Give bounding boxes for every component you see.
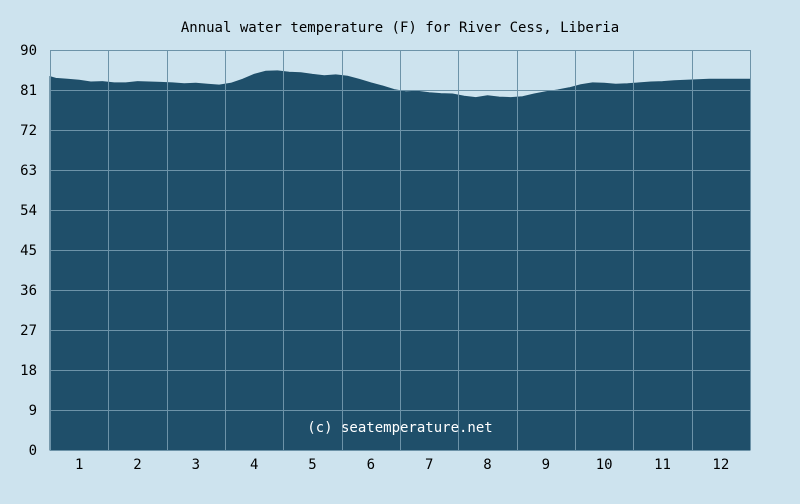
y-tick-label: 90 — [20, 43, 37, 59]
watermark: (c) seatemperature.net — [307, 420, 492, 436]
y-tick-label: 45 — [20, 243, 37, 259]
x-tick-label: 12 — [712, 457, 729, 473]
x-tick-label: 10 — [596, 457, 613, 473]
x-tick-label: 2 — [133, 457, 141, 473]
y-tick-label: 36 — [20, 283, 37, 299]
chart-title: Annual water temperature (F) for River C… — [181, 20, 619, 36]
y-tick-label: 9 — [29, 403, 37, 419]
y-tick-label: 63 — [20, 163, 37, 179]
x-tick-label: 4 — [250, 457, 258, 473]
x-tick-label: 9 — [542, 457, 550, 473]
x-tick-label: 1 — [75, 457, 83, 473]
y-tick-label: 0 — [29, 443, 37, 459]
x-tick-label: 3 — [192, 457, 200, 473]
grid-layer — [50, 50, 751, 451]
y-tick-label: 27 — [20, 323, 37, 339]
x-tick-label: 11 — [654, 457, 671, 473]
x-tick-label: 5 — [308, 457, 316, 473]
x-tick-label: 6 — [367, 457, 375, 473]
y-axis-ticks: 0 9 18 27 36 45 54 63 72 81 90 — [20, 43, 37, 459]
y-tick-label: 81 — [20, 83, 37, 99]
x-axis-ticks: 1 2 3 4 5 6 7 8 9 10 11 12 — [75, 457, 729, 473]
x-tick-label: 7 — [425, 457, 433, 473]
y-tick-label: 18 — [20, 363, 37, 379]
y-tick-label: 54 — [20, 203, 37, 219]
x-tick-label: 8 — [483, 457, 491, 473]
y-tick-label: 72 — [20, 123, 37, 139]
